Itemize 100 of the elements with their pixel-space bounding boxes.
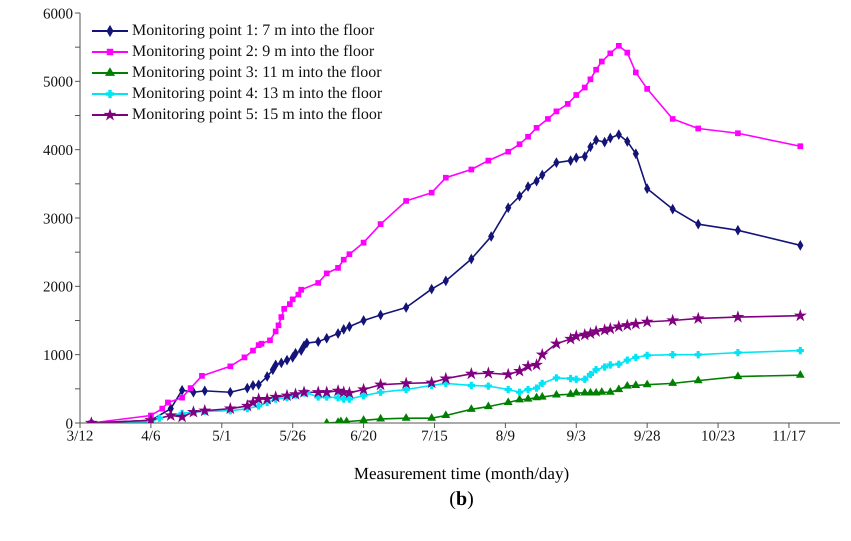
point bbox=[360, 240, 366, 246]
point bbox=[321, 386, 332, 397]
point bbox=[281, 306, 288, 312]
point bbox=[538, 380, 546, 388]
point bbox=[346, 251, 352, 258]
point bbox=[616, 42, 622, 49]
point bbox=[524, 386, 532, 394]
point bbox=[262, 393, 273, 404]
point bbox=[624, 356, 631, 364]
point bbox=[735, 130, 741, 136]
point bbox=[267, 337, 273, 344]
point bbox=[632, 380, 640, 388]
legend-label: Monitoring point 2: 9 m into the floor bbox=[132, 42, 374, 62]
x-tick-label: 5/26 bbox=[279, 428, 307, 445]
point bbox=[376, 414, 385, 422]
point bbox=[270, 391, 282, 402]
point bbox=[199, 405, 210, 416]
point bbox=[694, 351, 702, 358]
point bbox=[613, 320, 624, 332]
y-tick-label: 5000 bbox=[43, 74, 73, 91]
point bbox=[255, 402, 262, 410]
legend-label: Monitoring point 4: 13 m into the floor bbox=[132, 84, 382, 104]
point bbox=[378, 221, 384, 227]
point bbox=[694, 376, 702, 384]
x-tick-label: 3/12 bbox=[66, 428, 94, 445]
point bbox=[282, 390, 292, 400]
point bbox=[290, 296, 296, 302]
point bbox=[290, 388, 301, 399]
point bbox=[442, 174, 449, 181]
point bbox=[794, 310, 806, 320]
point bbox=[522, 360, 534, 371]
point bbox=[375, 379, 386, 390]
point bbox=[176, 411, 188, 422]
point bbox=[340, 256, 347, 263]
x-axis-title: Measurement time (month/day) bbox=[352, 464, 570, 484]
point bbox=[600, 363, 608, 371]
point bbox=[585, 328, 596, 338]
point bbox=[566, 390, 575, 397]
point bbox=[484, 382, 492, 390]
point bbox=[632, 354, 640, 362]
point bbox=[504, 386, 512, 394]
point bbox=[199, 373, 205, 379]
point bbox=[669, 351, 676, 358]
point bbox=[515, 395, 524, 402]
point bbox=[284, 355, 290, 365]
point bbox=[400, 378, 412, 388]
point bbox=[524, 394, 532, 402]
point bbox=[564, 101, 571, 107]
point bbox=[695, 126, 702, 132]
point bbox=[482, 367, 494, 378]
point bbox=[156, 414, 164, 422]
point bbox=[188, 385, 194, 391]
point bbox=[534, 124, 540, 131]
point bbox=[258, 340, 264, 347]
point bbox=[224, 402, 236, 414]
legend-label: Monitoring point 3: 11 m into the floor bbox=[132, 63, 382, 83]
point bbox=[734, 372, 742, 380]
point bbox=[516, 388, 524, 396]
point bbox=[165, 400, 171, 406]
point bbox=[590, 326, 602, 336]
legend-label: Monitoring point 1: 7 m into the floor bbox=[132, 21, 374, 41]
point bbox=[642, 316, 653, 327]
point bbox=[796, 370, 804, 378]
point bbox=[428, 414, 436, 421]
point bbox=[250, 348, 256, 354]
point bbox=[426, 377, 438, 388]
point bbox=[278, 314, 284, 320]
point bbox=[615, 360, 622, 368]
point bbox=[440, 372, 452, 384]
point bbox=[582, 84, 588, 90]
point bbox=[670, 116, 676, 122]
point bbox=[298, 386, 310, 397]
point bbox=[334, 394, 342, 402]
point bbox=[315, 280, 322, 286]
point bbox=[644, 352, 651, 359]
point bbox=[630, 318, 642, 329]
point bbox=[250, 380, 256, 390]
point bbox=[732, 311, 744, 322]
x-tick-label: 6/20 bbox=[350, 428, 377, 445]
text: (b) bbox=[448, 488, 475, 511]
point bbox=[227, 363, 234, 370]
point bbox=[442, 410, 450, 418]
point bbox=[484, 402, 492, 410]
point bbox=[593, 66, 599, 73]
point bbox=[165, 410, 176, 420]
point bbox=[145, 414, 156, 423]
point bbox=[623, 381, 632, 389]
point bbox=[376, 388, 384, 396]
x-tick-label: 11/17 bbox=[772, 428, 806, 445]
point bbox=[552, 374, 560, 382]
point bbox=[734, 348, 742, 356]
point bbox=[296, 292, 302, 298]
point bbox=[159, 406, 166, 412]
point bbox=[643, 380, 652, 388]
point bbox=[466, 368, 477, 378]
point bbox=[340, 395, 348, 403]
x-tick-label: 4/6 bbox=[141, 428, 161, 445]
y-tick-label: 1000 bbox=[43, 348, 73, 364]
point bbox=[581, 376, 588, 383]
point bbox=[312, 386, 324, 397]
